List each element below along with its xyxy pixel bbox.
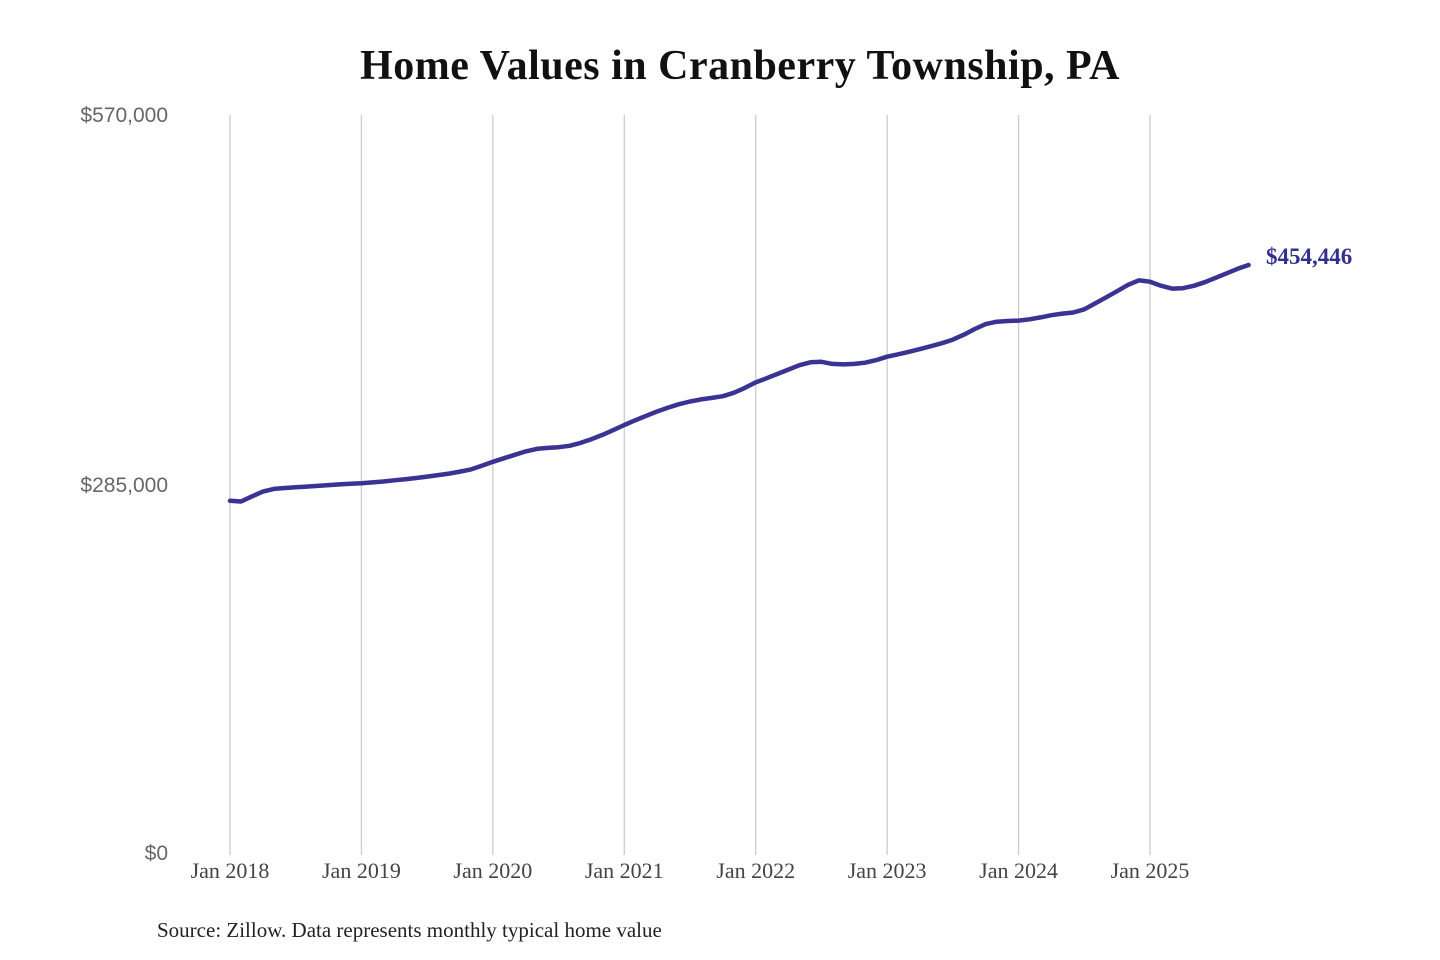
latest-value-label: $454,446 bbox=[1266, 244, 1353, 269]
x-axis-tick-label: Jan 2019 bbox=[322, 858, 401, 883]
x-axis-tick-label: Jan 2023 bbox=[847, 858, 927, 883]
x-axis-tick-label: Jan 2024 bbox=[979, 858, 1058, 883]
home-value-line bbox=[227, 262, 1251, 504]
x-axis-tick-label: Jan 2018 bbox=[190, 858, 270, 883]
x-axis-tick-label: Jan 2022 bbox=[716, 858, 796, 883]
y-axis-tick-label-285000: $285,000 bbox=[80, 474, 168, 497]
y-axis-tick-label-570000: $570,000 bbox=[80, 104, 168, 127]
chart-title: Home Values in Cranberry Township, PA bbox=[360, 43, 1120, 89]
y-axis-tick-label-0: $0 bbox=[144, 842, 168, 865]
source-note: Source: Zillow. Data represents monthly … bbox=[157, 918, 662, 942]
x-axis-tick-label: Jan 2025 bbox=[1110, 858, 1190, 883]
x-axis-tick-label: Jan 2020 bbox=[453, 858, 533, 883]
x-axis-tick-label: Jan 2021 bbox=[584, 858, 664, 883]
